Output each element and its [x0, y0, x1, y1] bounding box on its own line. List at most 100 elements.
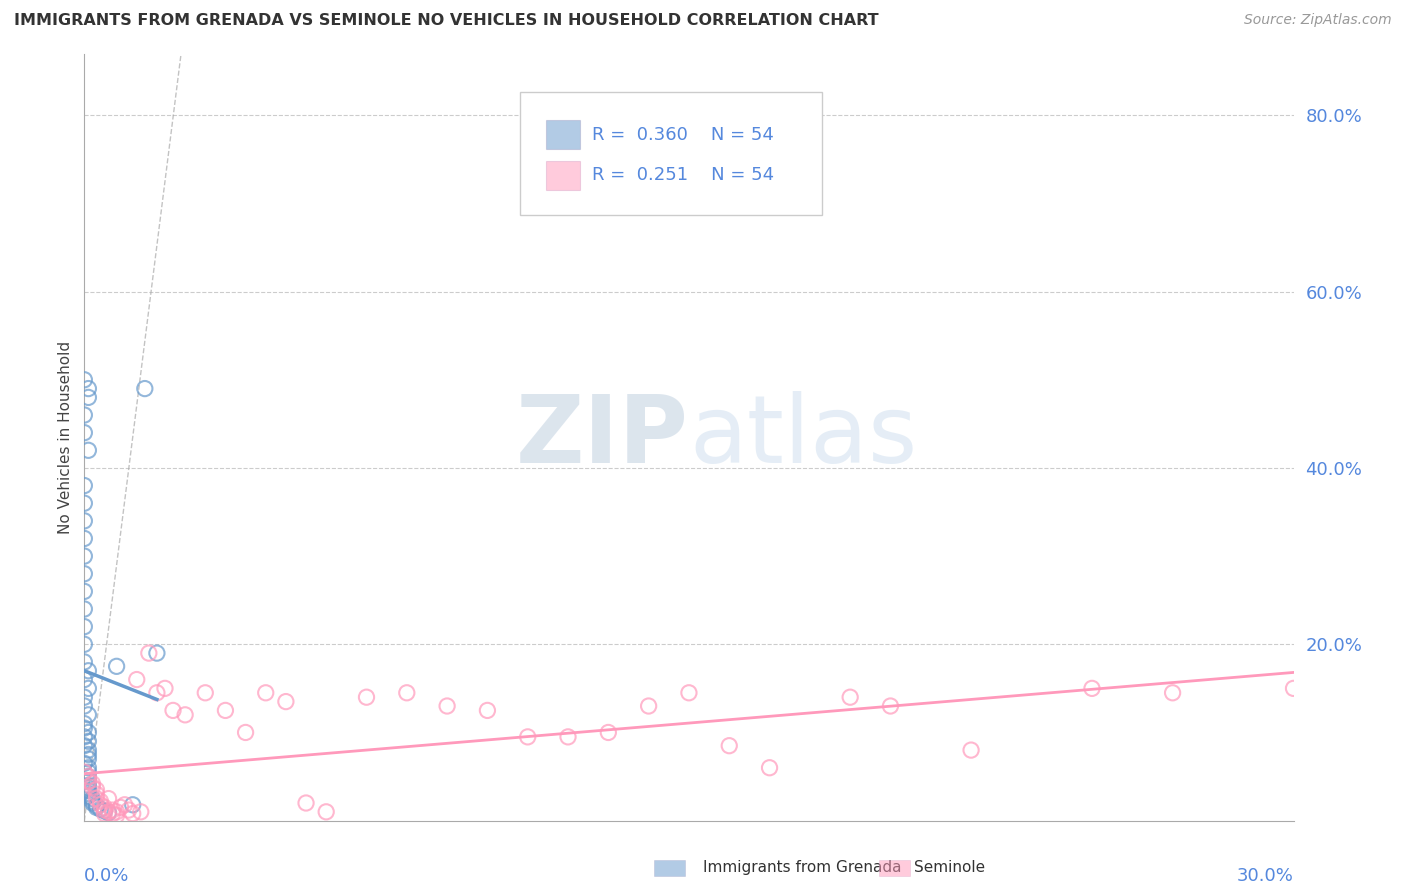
Point [1161, 686, 1184, 700]
Point [86, 782, 108, 797]
Point [395, 686, 418, 700]
Point [77, 774, 100, 789]
Point [105, 805, 128, 819]
Point [146, 686, 169, 700]
Point [73, 566, 96, 581]
Point [121, 797, 143, 812]
Text: Immigrants from Grenada: Immigrants from Grenada [703, 860, 901, 874]
Point [557, 730, 579, 744]
Point [89, 794, 111, 808]
Point [73, 532, 96, 546]
Point [839, 690, 862, 705]
Point [73, 765, 96, 780]
Point [77, 443, 100, 458]
Point [73, 739, 96, 753]
Point [194, 686, 217, 700]
Point [73, 602, 96, 616]
FancyBboxPatch shape [547, 120, 581, 150]
Point [77, 761, 100, 775]
Text: R =  0.251    N = 54: R = 0.251 N = 54 [592, 167, 775, 185]
Point [879, 698, 901, 713]
Point [598, 725, 620, 739]
Point [82, 794, 104, 808]
Point [134, 382, 156, 396]
Point [718, 739, 741, 753]
Point [93, 803, 115, 817]
Y-axis label: No Vehicles in Household: No Vehicles in Household [58, 341, 73, 533]
Point [77, 789, 100, 803]
Point [162, 703, 184, 717]
Point [93, 800, 115, 814]
Point [960, 743, 983, 757]
Point [97, 791, 120, 805]
Point [295, 796, 318, 810]
Point [678, 686, 700, 700]
Point [73, 716, 96, 731]
Text: Seminole: Seminole [914, 860, 986, 874]
Point [77, 725, 100, 739]
Point [105, 808, 128, 822]
Point [121, 806, 143, 821]
Point [1081, 681, 1104, 696]
Point [73, 655, 96, 669]
Point [77, 664, 100, 678]
Point [110, 800, 132, 814]
Point [73, 620, 96, 634]
FancyBboxPatch shape [520, 92, 823, 215]
Point [356, 690, 378, 705]
Point [73, 584, 96, 599]
Point [89, 797, 111, 812]
Point [77, 765, 100, 780]
Text: 0.0%: 0.0% [84, 867, 129, 885]
Point [758, 761, 780, 775]
Point [436, 698, 458, 713]
Point [89, 802, 111, 816]
Point [82, 776, 104, 790]
Point [114, 797, 136, 812]
Point [77, 770, 100, 784]
Point [153, 681, 176, 696]
Point [77, 743, 100, 757]
Point [1282, 681, 1305, 696]
Point [77, 382, 100, 396]
Point [73, 514, 96, 528]
Point [254, 686, 277, 700]
Point [77, 747, 100, 762]
Point [77, 786, 100, 800]
Text: atlas: atlas [689, 391, 917, 483]
Point [77, 780, 100, 795]
Point [93, 806, 115, 821]
Point [274, 695, 297, 709]
Point [77, 770, 100, 784]
Point [97, 805, 120, 819]
Point [73, 730, 96, 744]
Point [82, 780, 104, 794]
Point [101, 803, 124, 817]
Point [146, 646, 169, 660]
Point [129, 805, 152, 819]
Text: IMMIGRANTS FROM GRENADA VS SEMINOLE NO VEHICLES IN HOUSEHOLD CORRELATION CHART: IMMIGRANTS FROM GRENADA VS SEMINOLE NO V… [14, 13, 879, 29]
Point [86, 787, 108, 801]
Point [118, 803, 141, 817]
Point [77, 752, 100, 766]
Point [77, 707, 100, 722]
Point [73, 756, 96, 771]
Point [82, 796, 104, 810]
Point [637, 698, 659, 713]
Point [73, 425, 96, 440]
Point [86, 798, 108, 813]
Point [73, 496, 96, 510]
Point [73, 549, 96, 563]
Point [516, 730, 538, 744]
Point [125, 673, 148, 687]
Point [86, 791, 108, 805]
Point [73, 690, 96, 705]
Point [77, 734, 100, 748]
Point [93, 804, 115, 818]
Point [105, 659, 128, 673]
Point [73, 373, 96, 387]
Point [174, 707, 197, 722]
Point [73, 408, 96, 422]
Text: ZIP: ZIP [516, 391, 689, 483]
Text: 30.0%: 30.0% [1237, 867, 1294, 885]
